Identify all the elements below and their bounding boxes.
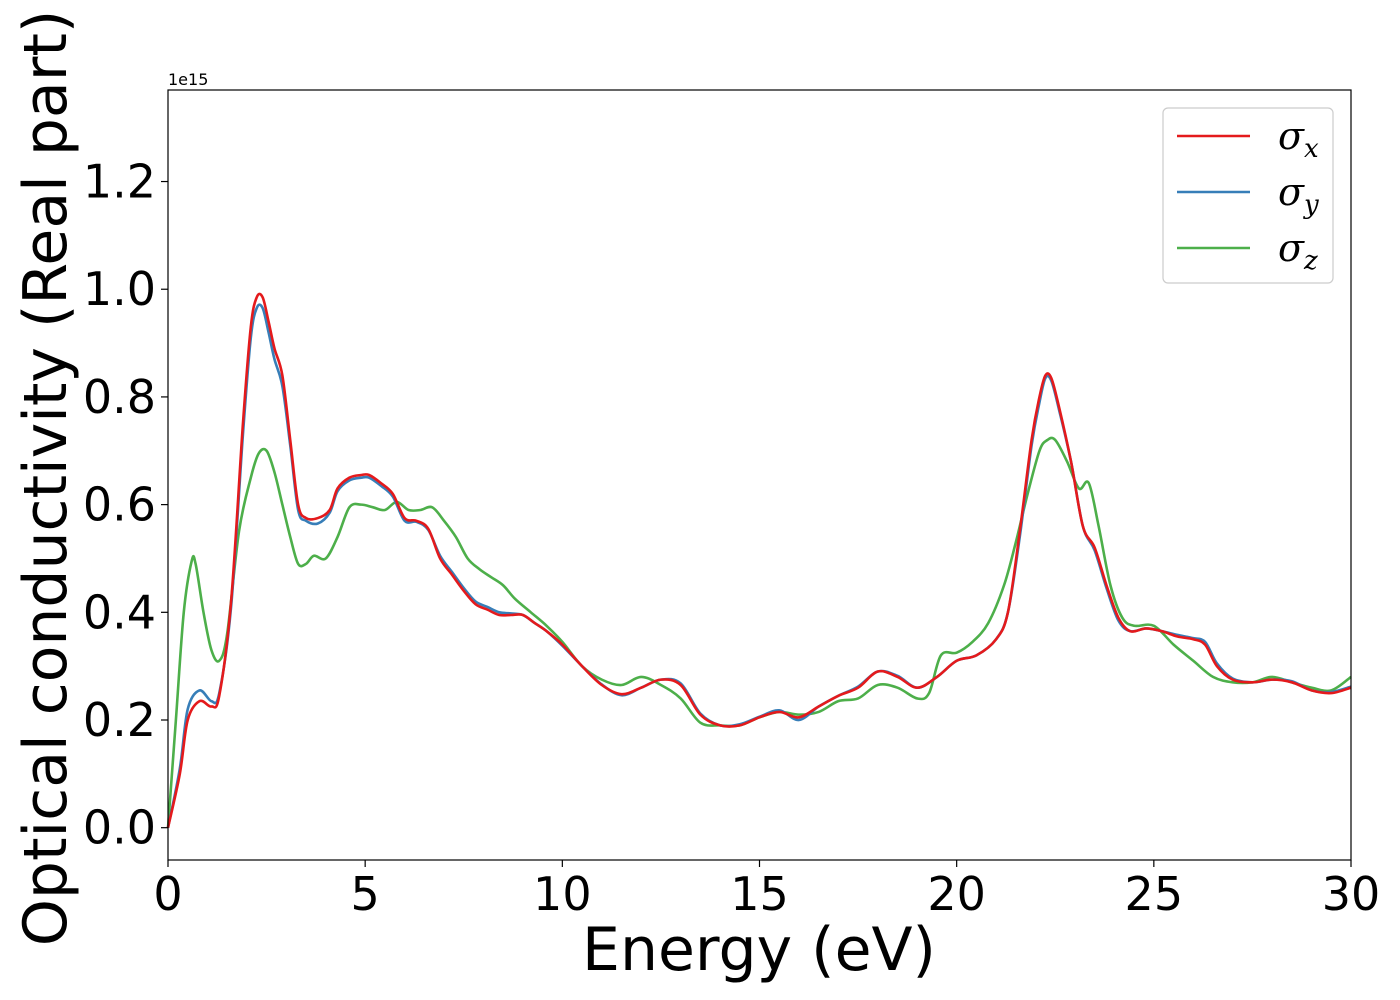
- y-tick-label: 0.4: [83, 585, 156, 639]
- x-axis-label: Energy (eV): [582, 915, 936, 985]
- y-offset-label: 1e15: [168, 70, 208, 89]
- y-tick-label: 0.0: [83, 801, 156, 855]
- series-line-x: [166, 292, 1352, 828]
- x-tick-label: 25: [1125, 867, 1184, 921]
- x-tick-label: 30: [1322, 867, 1381, 921]
- legend-label-y: σy: [1278, 170, 1319, 220]
- x-axis-ticks: 0 5 10 15 20 25 30: [153, 860, 1380, 921]
- y-tick-label: 0.6: [83, 478, 156, 532]
- x-tick-label: 10: [533, 867, 592, 921]
- y-axis-label: Optical conductivity (Real part): [11, 10, 81, 947]
- series-line-z: [166, 436, 1352, 828]
- x-tick-label: 20: [927, 867, 986, 921]
- y-axis-ticks: 0.0 0.2 0.4 0.6 0.8 1.0 1.2: [83, 155, 168, 855]
- legend-label-x: σx: [1278, 114, 1319, 164]
- series-layer: [166, 292, 1352, 828]
- y-tick-label: 0.8: [83, 370, 156, 424]
- legend-frame: [1162, 107, 1334, 284]
- y-tick-label: 0.2: [83, 693, 156, 747]
- x-tick-label: 0: [153, 867, 182, 921]
- legend-label-z: σz: [1278, 226, 1318, 276]
- x-tick-label: 5: [351, 867, 380, 921]
- x-tick-label: 15: [730, 867, 789, 921]
- legend: σx σy σz: [1162, 107, 1334, 284]
- y-tick-label: 1.0: [83, 262, 156, 316]
- y-tick-label: 1.2: [83, 155, 156, 209]
